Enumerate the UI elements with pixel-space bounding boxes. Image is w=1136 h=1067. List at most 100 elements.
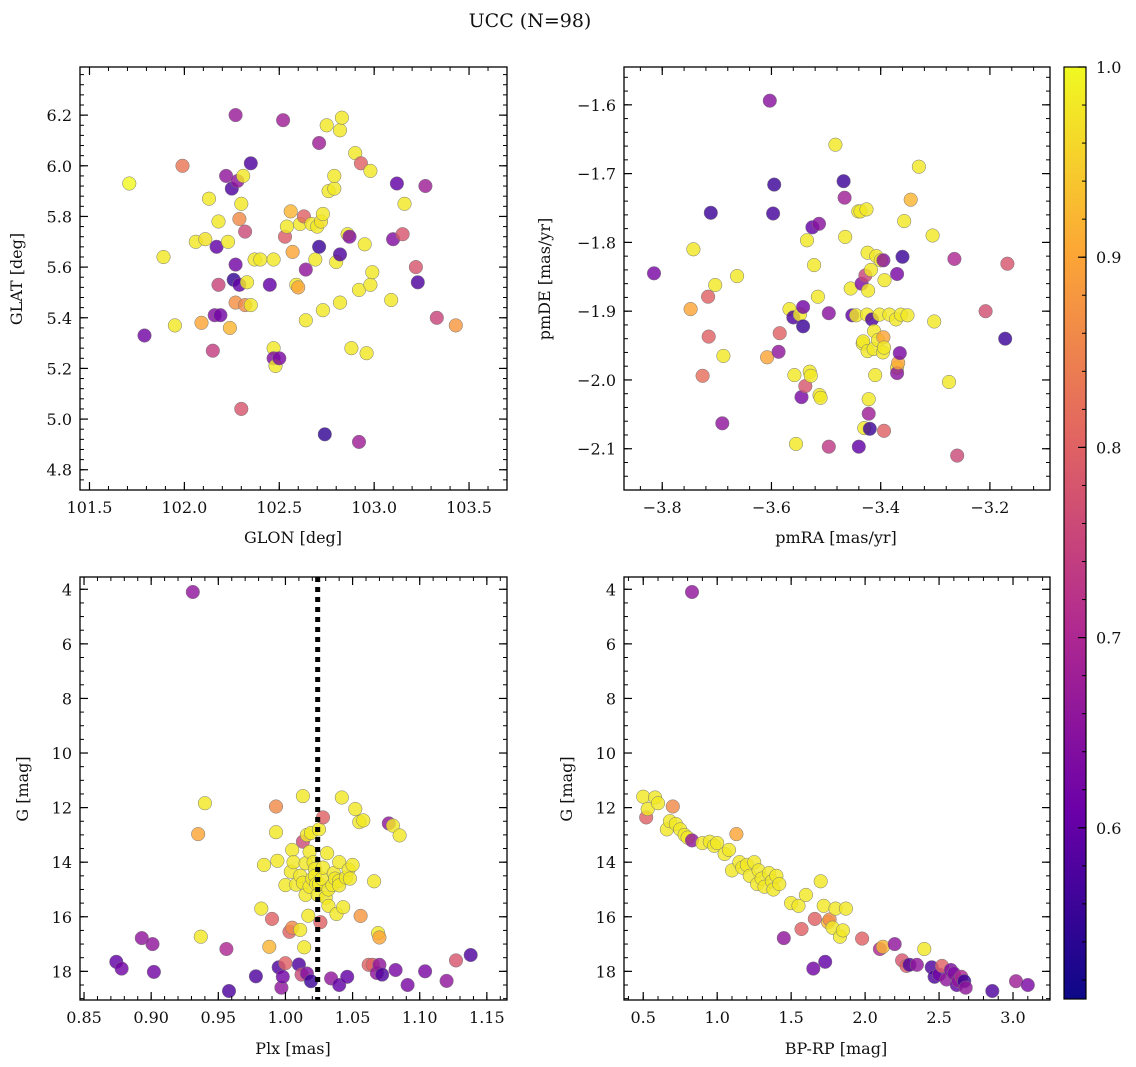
x-tick-label: 3.0	[1000, 1008, 1025, 1027]
data-point	[762, 93, 777, 108]
y-tick-label: 5.4	[47, 309, 72, 328]
x-tick-label: −3.4	[861, 498, 900, 517]
data-point	[772, 876, 787, 892]
colorbar-tick-label: 0.6	[1096, 819, 1121, 838]
y-tick-label: 4.8	[47, 461, 72, 480]
data-point	[270, 853, 285, 868]
data-point	[234, 401, 249, 416]
x-tick-label: 1.00	[268, 1008, 304, 1027]
axes: 0.85 0.90 0.95 1.00 1.05 1.10 1.15 4 6 8 10 12 14 16 1…	[52, 576, 508, 1027]
colorbar-tick-label: 0.8	[1096, 438, 1121, 457]
data-point	[301, 908, 316, 923]
x-tick-label: −3.2	[970, 498, 1009, 517]
data-point	[927, 314, 942, 329]
data-point	[332, 855, 347, 870]
x-tick-label: 103.0	[351, 498, 397, 517]
y-tick-label: 4	[606, 580, 616, 599]
data-point	[348, 801, 363, 817]
data-point	[636, 789, 651, 804]
data-point	[683, 302, 698, 317]
data-point	[716, 348, 731, 363]
data-point	[320, 846, 335, 861]
plot-frame	[623, 66, 1051, 491]
data-point	[389, 176, 404, 191]
data-point	[332, 123, 348, 138]
x-tick-label: 101.5	[67, 498, 113, 517]
data-point	[861, 283, 876, 298]
data-point	[861, 406, 876, 421]
data-point	[286, 855, 301, 870]
data-point	[317, 427, 332, 442]
data-point	[222, 320, 237, 335]
data-point	[985, 983, 1000, 999]
x-axis-label: Plx [mas]	[255, 1039, 330, 1058]
data-point	[220, 234, 236, 249]
y-tick-label: 10	[596, 744, 616, 763]
data-point	[283, 204, 298, 219]
data-point	[264, 911, 280, 926]
data-point	[876, 423, 892, 438]
data-point	[721, 842, 737, 857]
data-point	[958, 980, 973, 995]
data-point	[766, 206, 781, 221]
data-point	[911, 159, 926, 174]
data-point	[821, 306, 836, 321]
data-point	[253, 252, 268, 267]
y-tick-label: 4	[62, 580, 72, 599]
data-point	[145, 937, 160, 952]
x-tick-label: 103.5	[446, 498, 492, 517]
data-point	[279, 219, 294, 234]
data-point	[345, 857, 360, 872]
axes: −3.8 −3.6 −3.4 −3.2 −2.1 −2.0 −1.9 −1.8 −1.7 −1.6	[577, 66, 1051, 517]
x-tick-label: 0.90	[133, 1008, 169, 1027]
data-point	[895, 249, 910, 264]
data-point	[665, 799, 680, 814]
y-tick-label: 8	[62, 689, 72, 708]
data-point	[818, 954, 833, 969]
data-point	[297, 940, 312, 955]
data-point	[998, 331, 1013, 346]
x-tick-label: 2.5	[926, 1008, 951, 1027]
data-point	[788, 436, 804, 451]
x-tick-label: −3.8	[643, 498, 682, 517]
data-point	[234, 196, 249, 211]
data-point	[715, 416, 730, 431]
data-point	[365, 265, 380, 280]
data-point	[708, 277, 723, 293]
y-tick-label: 14	[52, 853, 72, 872]
data-point	[221, 983, 237, 999]
data-point	[319, 118, 334, 133]
x-tick-label: 0.85	[66, 1008, 102, 1027]
data-point	[803, 368, 818, 383]
panel-bprp-g: 0.5 1.0 1.5 2.0 2.5 3.0 4 6 8 10 12 14 16 18 BP-RP [m…	[557, 576, 1051, 1058]
data-point	[243, 156, 258, 171]
data-point	[266, 252, 281, 267]
data-point	[268, 799, 284, 814]
data-point	[925, 228, 940, 243]
data-point	[175, 158, 190, 173]
data-point	[193, 929, 208, 944]
data-point	[703, 205, 718, 220]
data-point	[859, 202, 874, 217]
data-point	[295, 789, 310, 804]
y-tick-label: −2.1	[577, 440, 616, 459]
data-point	[256, 857, 272, 872]
data-point	[821, 439, 836, 454]
data-point	[772, 326, 787, 341]
y-tick-label: −1.9	[577, 302, 616, 321]
data-point	[917, 941, 932, 957]
data-point	[201, 191, 217, 206]
data-point	[340, 969, 355, 984]
y-tick-label: −1.7	[577, 165, 616, 184]
y-tick-label: 6	[62, 635, 72, 654]
y-tick-label: 5.8	[47, 207, 72, 226]
colorbar: 0.6 0.7 0.8 0.9 1.0	[1063, 58, 1121, 1000]
data-point	[357, 237, 372, 252]
data-point	[167, 318, 182, 333]
data-point	[730, 269, 745, 284]
data-point	[877, 273, 892, 288]
data-point	[837, 190, 852, 205]
data-point	[334, 790, 349, 805]
data-point	[816, 898, 831, 913]
